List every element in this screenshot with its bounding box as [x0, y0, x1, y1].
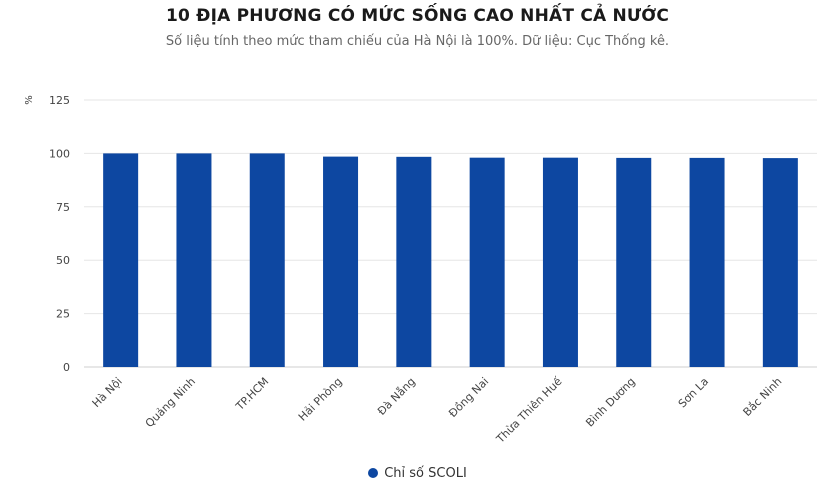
x-tick-label: Bắc Ninh	[741, 375, 785, 419]
bar	[176, 153, 212, 367]
bar	[103, 153, 139, 367]
bar	[616, 157, 652, 367]
x-tick-label: Đồng Nai	[446, 375, 491, 420]
y-tick-label: 100	[49, 147, 70, 160]
x-tick-label: Bình Dương	[583, 375, 638, 430]
legend-label: Chỉ số SCOLI	[384, 466, 467, 481]
y-axis-label: %	[24, 95, 35, 105]
y-tick-label: 0	[63, 361, 70, 374]
bar	[323, 156, 359, 367]
chart-title: 10 ĐỊA PHƯƠNG CÓ MỨC SỐNG CAO NHẤT CẢ NƯ…	[165, 6, 670, 26]
x-tick-label: Sơn La	[676, 375, 711, 410]
y-tick-label: 75	[56, 201, 70, 214]
legend[interactable]: Chỉ số SCOLI	[0, 466, 835, 481]
legend-marker	[368, 467, 379, 478]
x-tick-label: Hải Phòng	[296, 375, 345, 424]
bar	[689, 157, 725, 367]
bar	[542, 157, 578, 367]
bar	[469, 157, 505, 367]
x-tick-label: Hà Nội	[90, 375, 125, 410]
x-tick-label: Quảng Ninh	[143, 375, 198, 430]
x-tick-label: Đà Nẵng	[375, 375, 418, 418]
bar	[249, 153, 285, 367]
y-tick-label: 25	[56, 308, 70, 321]
y-tick-label: 50	[56, 254, 70, 267]
bar	[396, 156, 432, 367]
y-tick-label: 125	[49, 94, 70, 107]
x-tick-label: Thừa Thiên Huế	[493, 375, 565, 447]
chart-subtitle: Số liệu tính theo mức tham chiếu của Hà …	[165, 34, 670, 49]
bar	[762, 158, 798, 367]
x-tick-label: TP.HCM	[233, 375, 272, 414]
